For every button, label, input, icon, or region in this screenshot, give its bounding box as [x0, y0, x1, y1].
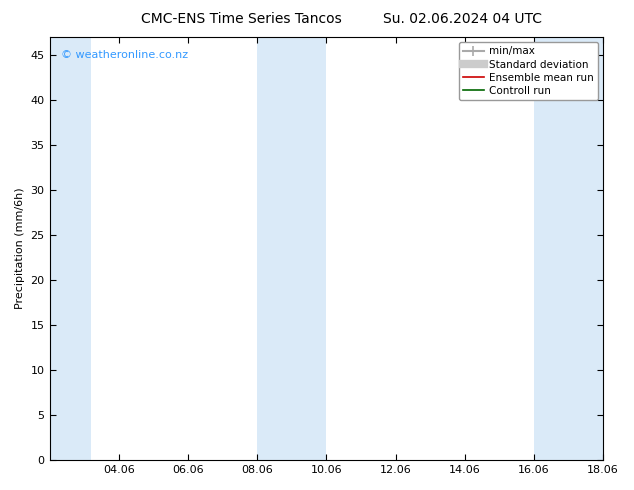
Y-axis label: Precipitation (mm/6h): Precipitation (mm/6h) — [15, 188, 25, 309]
Text: CMC-ENS Time Series Tancos: CMC-ENS Time Series Tancos — [141, 12, 341, 26]
Bar — [534, 37, 603, 460]
Bar — [49, 37, 91, 460]
Legend: min/max, Standard deviation, Ensemble mean run, Controll run: min/max, Standard deviation, Ensemble me… — [459, 42, 598, 100]
Text: Su. 02.06.2024 04 UTC: Su. 02.06.2024 04 UTC — [384, 12, 542, 26]
Bar — [257, 37, 327, 460]
Text: © weatheronline.co.nz: © weatheronline.co.nz — [61, 50, 188, 60]
